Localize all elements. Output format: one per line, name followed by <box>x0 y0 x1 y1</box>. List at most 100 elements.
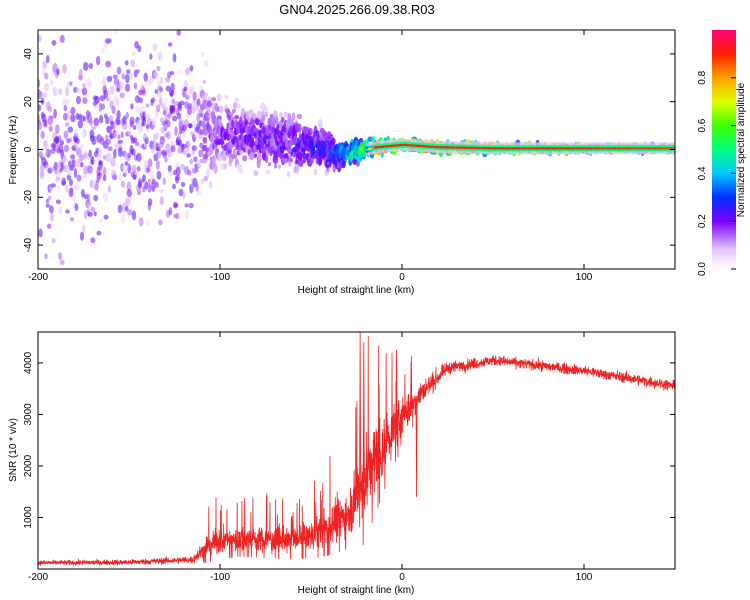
spectrogram-cell <box>256 159 261 169</box>
spectrogram-peak <box>589 147 595 150</box>
spectrogram-cell <box>157 51 163 61</box>
spectrogram-cell <box>283 158 288 164</box>
spectrogram-cell <box>131 148 136 156</box>
spectrogram-cell <box>279 112 283 118</box>
spectrogram-peak <box>450 146 456 149</box>
spectrogram-peak <box>469 146 475 149</box>
spectrogram-peak <box>584 147 589 150</box>
spectrogram-cell <box>170 91 174 98</box>
spectrogram-peak <box>608 147 614 150</box>
spectrogram-cell <box>319 121 323 130</box>
spectrogram-cell <box>318 155 323 166</box>
spectrogram-cell <box>39 170 45 180</box>
spectrogram-cell <box>153 117 157 127</box>
spectrogram-cell <box>82 83 87 88</box>
spectrogram-peak <box>627 147 633 150</box>
spectrogram-peak <box>575 147 581 150</box>
spectrogram-cell <box>178 188 184 197</box>
spectrogram-cell <box>125 206 129 212</box>
spectrogram-peak <box>619 147 625 150</box>
spectrogram-cell <box>74 203 79 212</box>
spectrogram-cell <box>40 130 45 139</box>
spectrogram-cell <box>83 209 88 220</box>
spectrogram-peak <box>545 147 551 150</box>
spectrogram-cell <box>38 34 42 43</box>
spectrogram-peak <box>474 146 480 150</box>
spectrogram-cell <box>112 74 119 79</box>
spectrogram-cell <box>233 148 238 155</box>
spectrogram-peak <box>392 144 398 147</box>
spectrogram-peak <box>660 147 666 150</box>
spectrogram-cell <box>189 158 193 164</box>
spectrogram-cell <box>49 79 54 86</box>
spectrogram-cell <box>58 252 63 260</box>
spectrogram-cell <box>76 95 81 105</box>
spectrogram-cell <box>200 51 205 57</box>
spectrogram-cell <box>236 103 241 109</box>
spectrogram-cell <box>82 224 86 234</box>
spectrogram-cell <box>117 139 124 144</box>
spectrogram-cell <box>265 156 269 163</box>
spectrogram-cell <box>70 154 76 160</box>
x-tick-label: 100 <box>576 572 593 583</box>
spectrogram-cell <box>80 162 84 168</box>
spectrogram-peak <box>491 147 497 150</box>
spectrogram-peak <box>401 143 407 146</box>
spectrogram-peak <box>567 147 573 150</box>
spectrogram-cell <box>253 153 257 158</box>
spectrogram-cell <box>188 202 194 209</box>
spectrogram-cell <box>156 170 162 180</box>
spectrogram-cell <box>62 154 67 165</box>
spectrogram-cell <box>132 174 137 180</box>
spectrogram-peak <box>671 147 675 150</box>
spectrogram-cell <box>80 143 84 149</box>
snr-y-ticks: 1000 2000 3000 4000 <box>23 351 675 529</box>
spectrogram-cell <box>117 134 121 140</box>
spectrogram-cell <box>151 183 156 188</box>
spectrogram-cell <box>291 112 296 122</box>
spectrogram-cell <box>168 207 173 216</box>
spectrogram-cell <box>148 183 152 193</box>
spectrogram-cell <box>134 141 140 147</box>
spectrogram-peak <box>368 147 374 150</box>
spectrogram-cell <box>120 213 126 224</box>
spectrogram-cell <box>90 237 96 244</box>
spectrogram-cell <box>50 183 56 188</box>
spectrogram-cell <box>117 81 124 90</box>
spectrogram-cell <box>88 63 94 69</box>
spectrogram-cell <box>253 170 259 177</box>
spectrogram-peak <box>376 146 382 149</box>
spectrogram-peak <box>414 144 420 147</box>
spectrogram-cell <box>45 150 49 155</box>
spectrogram-cell <box>199 113 204 118</box>
spectrogram-cell <box>308 135 312 141</box>
spectrogram-cell <box>206 100 213 108</box>
spectrogram-cell <box>127 195 132 205</box>
spectrogram-cell <box>45 55 50 64</box>
spectrogram-peak <box>537 147 543 150</box>
spectrogram-peak <box>652 147 658 150</box>
colorbar-tick-label: 0.6 <box>697 118 708 132</box>
spectrogram-cell <box>175 166 181 177</box>
spectrogram-cell <box>210 110 216 121</box>
spectrogram-cell <box>126 189 133 197</box>
spectrogram-cell <box>153 70 159 80</box>
spectrogram-cell <box>171 98 176 105</box>
spectrogram-cell <box>196 98 201 106</box>
spectrogram-cell <box>204 116 210 122</box>
spectrogram-cell <box>267 118 272 124</box>
spectrogram-cell <box>44 72 49 80</box>
spectrogram-cell <box>117 204 123 214</box>
spectrogram-peak <box>504 147 510 150</box>
spectrogram-y-ticks: -40 -20 0 20 40 <box>23 48 675 252</box>
spectrogram-peak <box>526 147 532 150</box>
spectrogram-cell <box>273 164 278 169</box>
spectrogram-peak <box>428 145 434 148</box>
spectrogram-cell <box>270 143 276 147</box>
spectrogram-cell <box>55 176 61 181</box>
spectrogram-cell <box>179 100 185 106</box>
spectrogram-cell <box>51 40 57 46</box>
spectrogram-cell <box>61 177 66 186</box>
spectrogram-peak <box>646 147 652 150</box>
